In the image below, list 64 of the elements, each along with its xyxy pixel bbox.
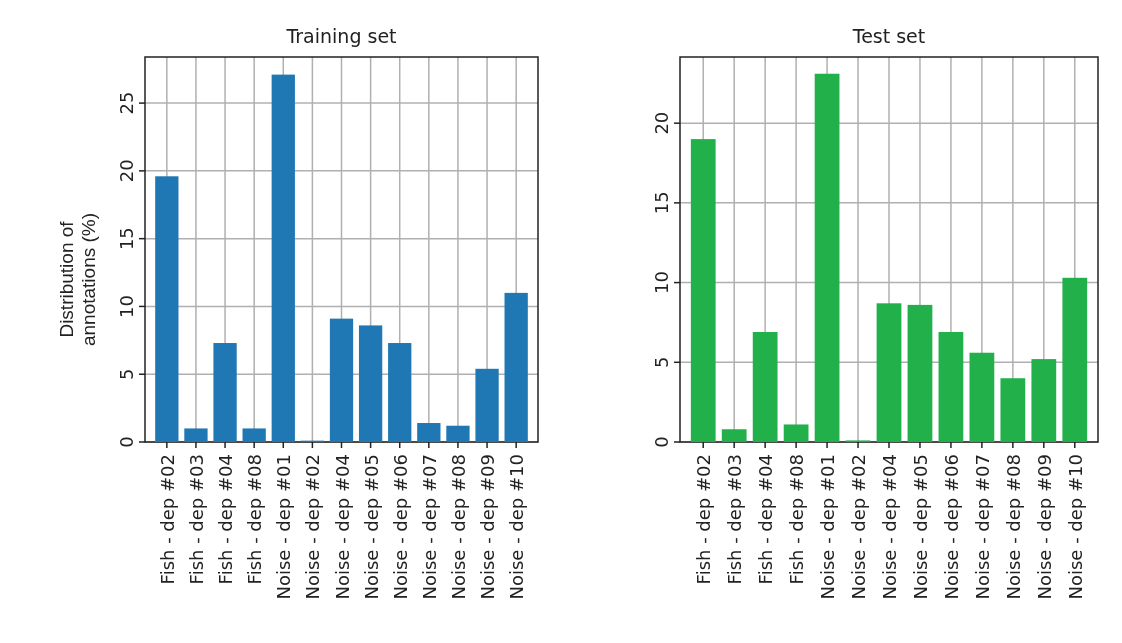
x-tick-label: Fish - dep #02 <box>693 454 715 585</box>
x-tick-label: Noise - dep #08 <box>447 454 469 600</box>
y-tick-label: 20 <box>116 159 137 183</box>
x-tick-label: Noise - dep #01 <box>817 454 839 600</box>
bar <box>329 318 354 442</box>
y-tick-label: 10 <box>116 294 137 318</box>
x-tick-label: Fish - dep #08 <box>244 454 266 585</box>
x-tick-label: Noise - dep #10 <box>506 454 528 600</box>
x-tick-label: Fish - dep #04 <box>755 454 777 585</box>
bar <box>752 332 778 442</box>
x-tick-label: Noise - dep #05 <box>360 454 382 600</box>
x-tick-label: Fish - dep #03 <box>724 454 746 585</box>
bar <box>783 424 809 442</box>
x-tick-label: Noise - dep #04 <box>331 454 353 600</box>
x-tick-label: Noise - dep #06 <box>389 454 411 600</box>
bar <box>475 368 499 442</box>
y-tick-label: 5 <box>116 368 137 380</box>
bar <box>446 425 470 442</box>
bar <box>184 428 208 442</box>
bar <box>690 139 716 442</box>
bar <box>358 325 383 442</box>
y-tick-label: 15 <box>116 227 137 251</box>
bar <box>271 74 295 442</box>
x-tick-label: Fish - dep #02 <box>156 454 178 585</box>
x-tick-label: Noise - dep #09 <box>477 454 499 600</box>
x-tick-label: Noise - dep #06 <box>940 454 962 600</box>
x-tick-label: Noise - dep #07 <box>418 454 440 600</box>
x-tick-label: Noise - dep #07 <box>971 454 993 600</box>
bar <box>1000 378 1026 442</box>
y-tick-label: 25 <box>116 91 137 115</box>
y-tick-label: 5 <box>651 356 672 369</box>
bar <box>242 428 266 442</box>
bar <box>876 303 902 442</box>
bar <box>721 429 747 442</box>
y-axis-title: Distribution of annotations (%) <box>56 212 99 347</box>
x-tick-label: Noise - dep #08 <box>1002 454 1024 600</box>
bar <box>1031 359 1057 442</box>
bar <box>388 343 412 442</box>
bar <box>907 304 933 442</box>
x-tick-label: Noise - dep #04 <box>879 454 900 600</box>
chart-title: Training set <box>285 25 397 47</box>
y-tick-label: 20 <box>651 111 672 135</box>
bar <box>504 292 528 442</box>
x-tick-label: Fish - dep #08 <box>786 454 808 585</box>
bar <box>938 332 964 442</box>
x-tick-label: Noise - dep #01 <box>273 454 295 600</box>
bar <box>969 352 995 442</box>
y-tick-label: 10 <box>651 271 672 295</box>
chart-title: Test set <box>851 25 926 47</box>
x-tick-label: Fish - dep #04 <box>215 454 237 585</box>
bar <box>814 73 840 442</box>
y-tick-label: 15 <box>651 191 672 215</box>
x-tick-label: Noise - dep #02 <box>302 454 324 600</box>
bar <box>155 176 179 442</box>
y-tick-label: 0 <box>651 436 672 448</box>
x-tick-label: Noise - dep #02 <box>848 454 870 600</box>
y-tick-label: 0 <box>116 436 137 448</box>
x-tick-label: Noise - dep #05 <box>909 454 931 600</box>
bar <box>417 423 441 442</box>
x-tick-label: Fish - dep #03 <box>185 454 207 585</box>
bar <box>213 343 237 442</box>
x-tick-label: Noise - dep #09 <box>1033 454 1055 600</box>
bar <box>1062 277 1088 442</box>
x-tick-label: Noise - dep #10 <box>1064 454 1086 600</box>
